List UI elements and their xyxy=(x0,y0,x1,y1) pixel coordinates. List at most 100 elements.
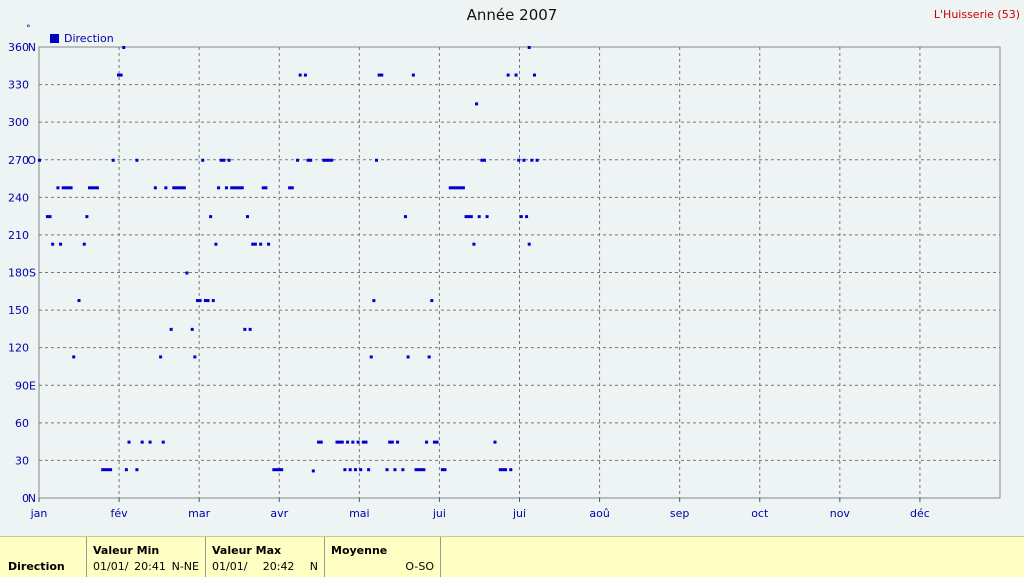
data-point xyxy=(211,299,215,303)
data-point xyxy=(440,468,444,472)
data-point xyxy=(335,440,339,444)
data-point xyxy=(243,327,247,331)
data-point xyxy=(451,186,455,190)
data-point xyxy=(111,158,115,162)
legend: Direction xyxy=(50,32,114,45)
data-point xyxy=(517,158,521,162)
month-tick-label: nov xyxy=(830,507,851,520)
data-point xyxy=(290,186,294,190)
data-point xyxy=(195,299,199,303)
data-point xyxy=(427,355,431,359)
data-point xyxy=(522,158,526,162)
data-point xyxy=(88,186,92,190)
data-point xyxy=(124,468,128,472)
statistics-footer: Direction Valeur Min 01/01/ 20:41 N-NE V… xyxy=(0,536,1024,577)
data-point xyxy=(530,158,534,162)
data-point xyxy=(388,440,392,444)
data-point xyxy=(82,242,86,246)
data-point xyxy=(148,440,152,444)
max-direction: N xyxy=(309,560,318,573)
data-point xyxy=(38,158,41,162)
data-point xyxy=(322,158,326,162)
data-point xyxy=(411,73,415,77)
y-tick-label: 60 xyxy=(15,417,29,430)
data-point xyxy=(493,440,497,444)
data-point xyxy=(364,440,368,444)
data-point xyxy=(248,327,252,331)
data-point xyxy=(504,468,508,472)
data-point xyxy=(277,468,281,472)
data-point xyxy=(45,215,49,219)
data-point xyxy=(390,440,394,444)
data-point xyxy=(224,186,228,190)
data-point xyxy=(401,468,405,472)
data-point xyxy=(122,46,126,49)
month-tick-label: jan xyxy=(30,507,48,520)
y-tick-label: 90 xyxy=(15,379,29,392)
data-point xyxy=(201,158,205,162)
data-point xyxy=(264,186,268,190)
data-point xyxy=(464,215,468,219)
data-point xyxy=(414,468,418,472)
data-point xyxy=(161,440,165,444)
data-point xyxy=(280,468,284,472)
y-tick-label: 30 xyxy=(15,454,29,467)
data-point xyxy=(127,440,131,444)
data-point xyxy=(330,158,334,162)
month-tick-label: mai xyxy=(349,507,370,520)
data-point xyxy=(253,242,257,246)
data-point xyxy=(251,242,255,246)
data-point xyxy=(396,440,400,444)
data-point xyxy=(95,186,99,190)
data-point xyxy=(475,102,479,106)
y-tick-label: 240 xyxy=(8,191,29,204)
y-tick-label: 180 xyxy=(8,267,29,280)
data-point xyxy=(169,327,173,331)
min-date: 01/01/ xyxy=(93,560,129,573)
data-point xyxy=(425,440,429,444)
min-header: Valeur Min xyxy=(93,544,160,557)
y-tick-direction: N xyxy=(28,492,36,505)
data-point xyxy=(106,468,110,472)
data-point xyxy=(274,468,278,472)
footer-series-cell: Direction xyxy=(0,537,87,577)
data-point xyxy=(525,215,529,219)
data-point xyxy=(206,299,210,303)
data-point xyxy=(230,186,234,190)
data-point xyxy=(64,186,68,190)
data-point xyxy=(311,469,315,473)
legend-label: Direction xyxy=(64,32,114,45)
data-point xyxy=(514,73,518,77)
data-point xyxy=(306,158,310,162)
data-point xyxy=(85,215,89,219)
data-point xyxy=(203,299,207,303)
data-point xyxy=(101,468,105,472)
station-name: L'Huisserie (53) xyxy=(933,8,1020,21)
data-point xyxy=(174,186,178,190)
data-point xyxy=(193,355,197,359)
data-point xyxy=(232,186,236,190)
data-point xyxy=(77,299,81,303)
data-point xyxy=(267,242,271,246)
month-tick-label: jui xyxy=(512,507,526,520)
data-point xyxy=(340,440,344,444)
y-tick-label: 360 xyxy=(8,41,29,54)
data-point xyxy=(509,468,513,472)
month-tick-label: avr xyxy=(270,507,288,520)
month-tick-label: fév xyxy=(111,507,129,520)
mean-header: Moyenne xyxy=(331,544,388,557)
max-header: Valeur Max xyxy=(212,544,282,557)
data-point xyxy=(443,468,447,472)
data-point xyxy=(435,440,439,444)
month-tick-label: aoû xyxy=(589,507,609,520)
data-point xyxy=(327,158,331,162)
data-point xyxy=(209,215,213,219)
data-point xyxy=(453,186,457,190)
data-point xyxy=(385,468,389,472)
data-point xyxy=(261,186,265,190)
data-point xyxy=(432,440,436,444)
data-point xyxy=(272,468,276,472)
footer-min-cell: Valeur Min 01/01/ 20:41 N-NE xyxy=(87,537,206,577)
data-point xyxy=(319,440,323,444)
